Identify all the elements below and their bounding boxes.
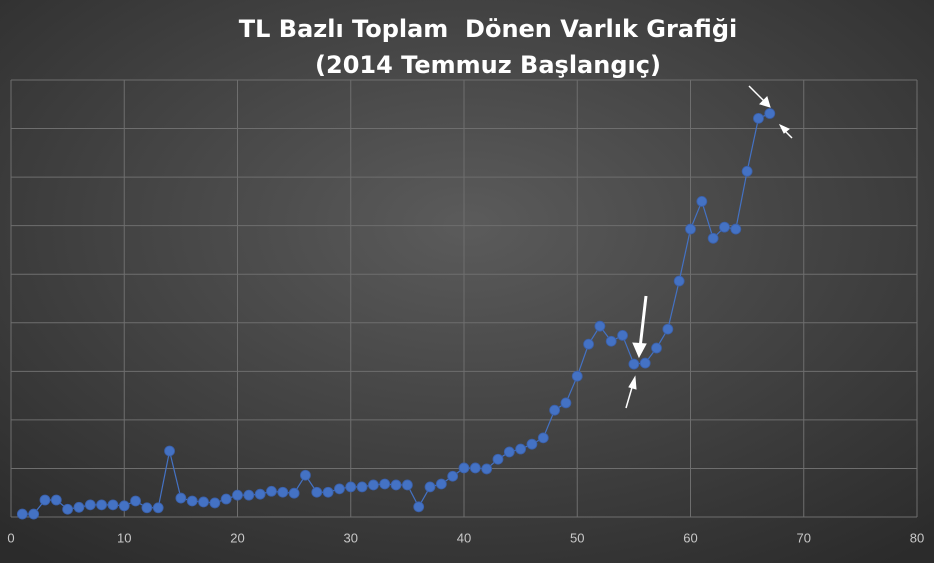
data-point bbox=[707, 232, 719, 244]
data-point bbox=[62, 503, 74, 515]
data-point bbox=[288, 487, 300, 499]
data-point bbox=[719, 221, 730, 233]
data-point bbox=[594, 320, 606, 332]
data-point bbox=[583, 338, 594, 350]
data-point bbox=[356, 481, 368, 493]
data-point bbox=[50, 494, 62, 506]
data-point bbox=[118, 500, 130, 512]
data-point bbox=[401, 479, 413, 491]
data-point bbox=[96, 499, 107, 511]
x-tick-label: 40 bbox=[457, 530, 471, 545]
data-point bbox=[39, 494, 51, 506]
x-tick-label: 70 bbox=[797, 530, 811, 545]
plot-area: 0 10 20 30 40 50 60 70 80 bbox=[7, 79, 924, 545]
data-point bbox=[685, 223, 696, 235]
data-point bbox=[379, 478, 391, 490]
data-point bbox=[243, 489, 255, 501]
data-point bbox=[198, 496, 209, 508]
data-point bbox=[175, 492, 187, 504]
data-point bbox=[209, 497, 221, 509]
data-point bbox=[481, 463, 493, 475]
x-tick-label: 60 bbox=[683, 530, 697, 545]
data-point bbox=[28, 508, 40, 520]
chart-title: TL Bazlı Toplam Dönen Varlık Grafiği bbox=[239, 15, 737, 43]
data-point bbox=[526, 438, 538, 450]
data-point bbox=[107, 499, 119, 511]
x-tick-label: 0 bbox=[7, 530, 14, 545]
chart-subtitle: (2014 Temmuz Başlangıç) bbox=[315, 51, 661, 79]
data-point bbox=[277, 486, 289, 498]
data-point bbox=[367, 479, 379, 491]
data-point bbox=[764, 108, 776, 119]
data-point bbox=[651, 342, 662, 354]
data-point bbox=[730, 223, 742, 235]
data-point bbox=[492, 453, 504, 465]
x-tick-label: 50 bbox=[570, 530, 584, 545]
data-point bbox=[164, 445, 175, 457]
data-point bbox=[628, 358, 640, 370]
data-point bbox=[469, 462, 481, 474]
data-point bbox=[84, 499, 96, 511]
data-point bbox=[220, 493, 232, 505]
data-point bbox=[390, 479, 402, 491]
data-point bbox=[413, 501, 425, 513]
x-tick-label: 10 bbox=[117, 530, 131, 545]
data-point bbox=[186, 495, 198, 507]
data-point bbox=[130, 495, 141, 507]
data-point bbox=[549, 404, 560, 416]
x-tick-label: 20 bbox=[230, 530, 244, 545]
data-point bbox=[447, 470, 459, 482]
data-point bbox=[617, 330, 628, 341]
data-point bbox=[16, 508, 28, 520]
data-point bbox=[458, 462, 470, 474]
data-point bbox=[266, 485, 277, 497]
data-point bbox=[254, 488, 266, 500]
data-point bbox=[424, 481, 436, 493]
data-point bbox=[345, 481, 357, 493]
data-point bbox=[141, 502, 153, 514]
data-point bbox=[232, 489, 243, 501]
data-point bbox=[515, 443, 527, 455]
data-point bbox=[152, 502, 164, 514]
x-tick-label: 80 bbox=[910, 530, 924, 545]
data-point bbox=[537, 432, 549, 444]
annotation-arrows bbox=[625, 85, 793, 409]
x-tick-label: 30 bbox=[344, 530, 358, 545]
data-point bbox=[753, 112, 764, 124]
data-point bbox=[503, 446, 515, 458]
data-point bbox=[696, 195, 708, 207]
data-point bbox=[311, 486, 323, 498]
data-point bbox=[741, 165, 753, 177]
data-point bbox=[605, 335, 617, 347]
data-point bbox=[300, 469, 311, 481]
data-point bbox=[435, 478, 447, 490]
data-point bbox=[639, 357, 651, 369]
data-point bbox=[322, 486, 334, 498]
data-point bbox=[560, 397, 572, 409]
data-point bbox=[334, 483, 345, 495]
data-point bbox=[571, 370, 583, 382]
data-point bbox=[662, 323, 674, 335]
data-point bbox=[673, 275, 685, 287]
data-point bbox=[73, 501, 85, 513]
